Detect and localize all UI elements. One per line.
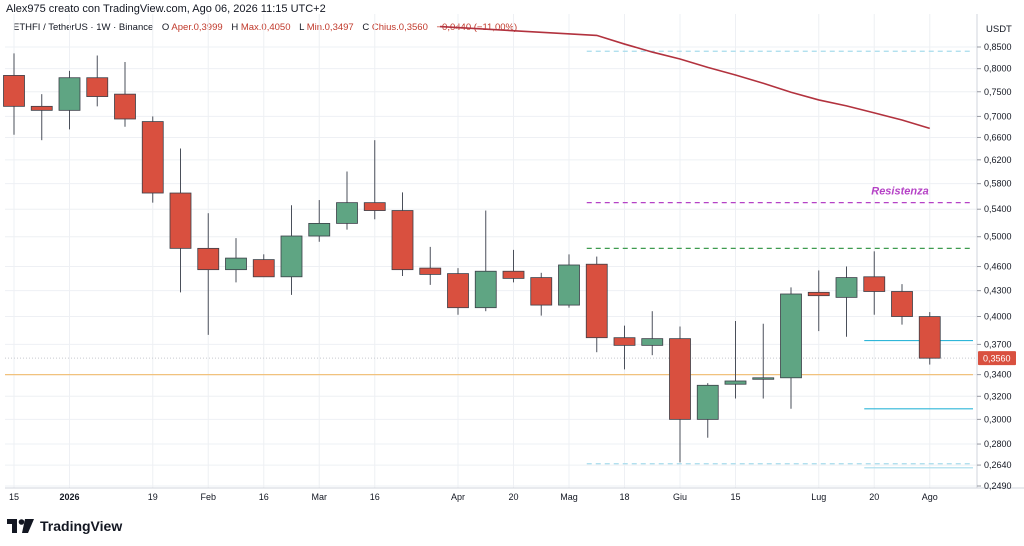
last-price-label: 0,3560 — [983, 354, 1011, 364]
candle-down[interactable] — [3, 75, 25, 107]
price-tick-label: 0,3400 — [984, 370, 1012, 380]
date-label: 15 — [9, 492, 19, 502]
currency-label: USDT — [986, 24, 1012, 35]
price-tick-label: 0,3700 — [984, 339, 1012, 349]
tradingview-logo-icon — [7, 519, 34, 533]
candle-down[interactable] — [447, 273, 469, 309]
date-label: 16 — [259, 492, 269, 502]
date-label: 15 — [730, 492, 740, 502]
candle-down[interactable] — [891, 291, 913, 317]
open-value: Aper.0,3999 — [171, 22, 223, 33]
candle-down[interactable] — [863, 276, 886, 292]
symbol-name[interactable]: ETHFI / TetherUS · 1W · Binance — [13, 22, 154, 33]
candle-up[interactable] — [696, 384, 719, 420]
price-tick-label: 0,6600 — [984, 132, 1012, 142]
price-tick-label: 0,4600 — [984, 262, 1012, 272]
price-tick-label: 0,3000 — [984, 414, 1012, 424]
candle-up[interactable] — [724, 380, 747, 385]
high-value: Max.0,4050 — [240, 22, 291, 33]
price-tick-label: 0,8000 — [984, 64, 1012, 74]
tradingview-logo-text: TradingView — [40, 518, 123, 534]
price-tick-label: 0,5000 — [984, 232, 1012, 242]
candle-down[interactable] — [613, 337, 636, 346]
date-label: 19 — [148, 492, 158, 502]
candle-down[interactable] — [530, 277, 553, 306]
price-tick-label: 0,5400 — [984, 204, 1012, 214]
date-label: Ago — [922, 492, 938, 502]
date-label: 20 — [869, 492, 879, 502]
price-tick-label: 0,7500 — [984, 87, 1012, 97]
price-tick-label: 0,4000 — [984, 312, 1012, 322]
candle-up[interactable] — [225, 257, 247, 271]
candle-down[interactable] — [252, 259, 275, 278]
date-label: 18 — [619, 492, 629, 502]
candle-up[interactable] — [752, 377, 775, 380]
candle-down[interactable] — [391, 210, 414, 271]
low-value: Min.0,3497 — [306, 22, 354, 33]
candle-up[interactable] — [308, 222, 331, 237]
price-tick-label: 0,4300 — [984, 286, 1012, 296]
candle-down[interactable] — [585, 263, 608, 339]
candle-up[interactable] — [280, 235, 303, 278]
candle-down[interactable] — [197, 247, 220, 271]
candle-up[interactable] — [474, 270, 497, 309]
tradingview-logo: TradingView — [7, 518, 122, 534]
date-label: 2026 — [59, 492, 79, 502]
date-label: Mag — [560, 492, 578, 502]
date-label: Lug — [811, 492, 826, 502]
moving-average-line — [439, 25, 930, 130]
candle-down[interactable] — [807, 291, 830, 297]
change-value: −0,0440 (−11,00%) — [436, 22, 518, 33]
candle-down[interactable] — [114, 93, 136, 120]
candle-down[interactable] — [141, 121, 164, 194]
candle-up[interactable] — [558, 264, 580, 306]
low-label: L — [299, 22, 305, 33]
date-label: Mar — [312, 492, 328, 502]
price-tick-label: 0,2490 — [984, 481, 1012, 491]
price-tick-label: 0,8500 — [984, 42, 1012, 52]
last-price-badge — [978, 351, 1016, 366]
candle-up[interactable] — [641, 338, 664, 346]
chart-credit: Alex975 creato con TradingView.com, Ago … — [6, 3, 326, 15]
price-tick-label: 0,7000 — [984, 111, 1012, 121]
high-label: H — [231, 22, 239, 33]
candle-up[interactable] — [780, 293, 802, 379]
candle-down[interactable] — [669, 338, 691, 420]
open-label: O — [161, 22, 170, 33]
date-label: Feb — [200, 492, 216, 502]
close-value: Chius.0,3560 — [371, 22, 428, 33]
date-label: 20 — [508, 492, 518, 502]
candle-up[interactable] — [835, 277, 858, 298]
candle-down[interactable] — [419, 267, 442, 275]
candle-down[interactable] — [30, 105, 53, 111]
candle-up[interactable] — [58, 77, 81, 111]
candle-down[interactable] — [169, 192, 192, 249]
candle-down[interactable] — [86, 77, 109, 97]
price-tick-label: 0,3200 — [984, 391, 1012, 401]
candle-down[interactable] — [363, 202, 386, 211]
candle-down[interactable] — [918, 316, 941, 359]
resistance-label: Resistenza — [871, 186, 928, 198]
price-tick-label: 0,6200 — [984, 155, 1012, 165]
symbol-legend: ETHFI / TetherUS · 1W · Binance O Aper.0… — [13, 22, 517, 33]
price-tick-label: 0,5800 — [984, 179, 1012, 189]
candle-up[interactable] — [336, 202, 358, 224]
close-label: C — [362, 22, 370, 33]
price-tick-label: 0,2640 — [984, 460, 1012, 470]
date-label: Giu — [673, 492, 687, 502]
date-label: Apr — [451, 492, 465, 502]
candle-down[interactable] — [502, 270, 525, 279]
date-label: 16 — [370, 492, 380, 502]
price-tick-label: 0,2800 — [984, 439, 1012, 449]
